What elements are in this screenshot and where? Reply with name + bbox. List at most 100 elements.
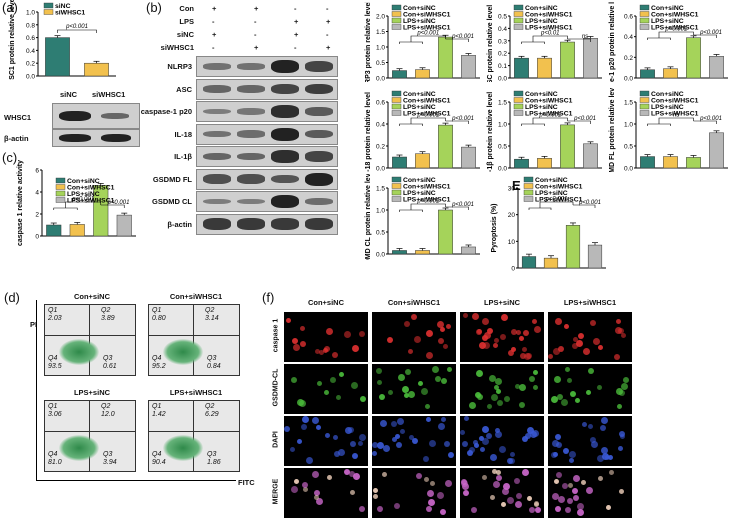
condition-mark: - (254, 17, 257, 26)
legend-swatch (391, 17, 402, 24)
y-tick-label: 0.6 (26, 35, 35, 42)
bar (640, 156, 655, 169)
bar (521, 256, 537, 269)
chart-whsc1: 0.0 0.2 0.4 0.6 0.8 1.0 WHSC1 protein relative… (9, 0, 116, 80)
condition-mark: - (294, 4, 297, 13)
bar (583, 38, 598, 79)
quadrant-name: Q1 (152, 307, 162, 314)
y-tick-label: 1.5 (624, 100, 633, 107)
panel-e-letter: E (512, 178, 521, 193)
fluor-image (548, 312, 632, 362)
chart-asc: 0.0 0.1 0.2 0.3 0.4 0.5 ASC protein relative l… (487, 4, 602, 83)
legend-label: Con+siNC (525, 91, 558, 98)
condition-mark: + (212, 4, 217, 13)
y-tick-label: 1.0 (498, 122, 507, 129)
significance-label: p<0.001 (451, 202, 474, 208)
bar (686, 157, 701, 169)
fluor-image (372, 364, 456, 414)
flow-plot: Q1 1.42 Q2 6.29 Q3 1.86 Q4 90.4 (148, 400, 240, 472)
bar (560, 124, 575, 169)
legend-swatch (391, 103, 402, 110)
quadrant-value: 6.29 (205, 411, 219, 418)
fluor-image (372, 416, 456, 466)
y-tick-label: 2.0 (376, 14, 385, 21)
significance-label: p<0.001 (699, 116, 722, 122)
legend-swatch (391, 176, 402, 183)
legend-label: LPS+siWHSC1 (535, 197, 583, 204)
fluor-row-label: caspase 1 (272, 318, 280, 353)
quadrant-value: 95.2 (152, 363, 166, 370)
significance-label: p<0.001 (65, 24, 88, 30)
legend-label: LPS+siNC (525, 18, 558, 25)
legend-swatch (523, 196, 534, 202)
flow-axes (36, 300, 37, 480)
quadrant-value: 0.84 (207, 363, 221, 370)
legend-label: Con+siWHSC1 (651, 12, 699, 19)
fluor-col-title: LPS+siWHSC1 (563, 298, 617, 307)
legend-swatch (391, 183, 402, 189)
legend-swatch (55, 190, 66, 197)
quadrant-name: Q3 (207, 451, 217, 458)
bar (686, 37, 701, 79)
y-tick-label: 0.0 (498, 166, 507, 173)
quadrant-value: 1.86 (207, 459, 221, 466)
significance-label: p<0.001 (416, 31, 439, 37)
legend-swatch (639, 90, 650, 97)
legend-label: Con+siWHSC1 (535, 184, 583, 191)
legend-swatch (391, 97, 402, 103)
legend-swatch (639, 17, 650, 24)
bar (461, 146, 476, 169)
condition-mark: - (254, 30, 257, 39)
legend-swatch (391, 196, 402, 202)
panel-f-letter: (f) (262, 290, 275, 305)
blot-label-whsc1: WHSC1 (4, 113, 32, 122)
bar (583, 143, 598, 169)
fluor-row-label: MERGE (272, 478, 280, 505)
y-tick-label: 4 (35, 190, 39, 197)
legend-label: LPS+siWHSC1 (67, 198, 115, 205)
bar (514, 57, 529, 79)
y-tick-label: 0.5 (624, 144, 633, 151)
y-tick-label: 0.0 (498, 76, 507, 83)
significance-label: p<0.001 (578, 200, 601, 206)
significance-label: p<0.01 (540, 31, 560, 37)
quadrant-value: 1.42 (152, 411, 166, 418)
quadrant-value: 0.61 (103, 363, 117, 370)
blot-label: IL-1β (174, 152, 192, 161)
legend-label: Con+siNC (67, 178, 100, 185)
condition-mark: + (254, 43, 259, 52)
flow-title: LPS+siWHSC1 (169, 388, 223, 397)
condition-label: LPS (179, 17, 194, 26)
legend-label: Con+siNC (525, 5, 558, 12)
bar (415, 69, 430, 79)
flow-title: LPS+siNC (73, 388, 111, 397)
legend-swatch (513, 90, 524, 97)
panel-c-letter: (c) (2, 150, 18, 165)
condition-mark: + (326, 17, 331, 26)
chart-caspase1-p20: 0.0 0.2 0.4 0.6 caspase-1 p20 protein relati… (609, 2, 728, 83)
y-tick-label: 0.0 (624, 76, 633, 83)
quadrant-name: Q2 (205, 307, 215, 314)
quadrant-name: Q2 (101, 307, 111, 314)
fluor-image (460, 312, 544, 362)
chart-caspase1-activity: 0 2 4 6 caspase 1 relative activity Con+siNCC… (17, 160, 136, 246)
legend-swatch (513, 97, 524, 103)
fluor-col-title: LPS+siNC (483, 298, 521, 307)
flow-plot: Q1 2.03 Q2 3.89 Q3 0.61 Q4 93.5 (44, 304, 136, 376)
blot-strip (196, 56, 338, 77)
fluor-row-label: GSDMD-CL (272, 368, 280, 407)
legend-swatch (391, 11, 402, 17)
legend-swatch (639, 4, 650, 11)
condition-mark: - (326, 30, 329, 39)
quadrant-name: Q3 (103, 451, 113, 458)
flow-title: Con+siWHSC1 (169, 292, 223, 301)
quadrant-value: 3.94 (103, 459, 117, 466)
legend-swatch (513, 4, 524, 11)
y-tick-label: 0.4 (498, 26, 507, 33)
y-axis-label: caspase-1 p20 protein relative level (609, 2, 616, 82)
legend-label: Con+siNC (403, 5, 436, 12)
quadrant-name: Q4 (48, 451, 58, 458)
legend-swatch (391, 110, 402, 116)
y-tick-label: 0.0 (624, 166, 633, 173)
y-tick-label: 0.8 (26, 22, 35, 29)
